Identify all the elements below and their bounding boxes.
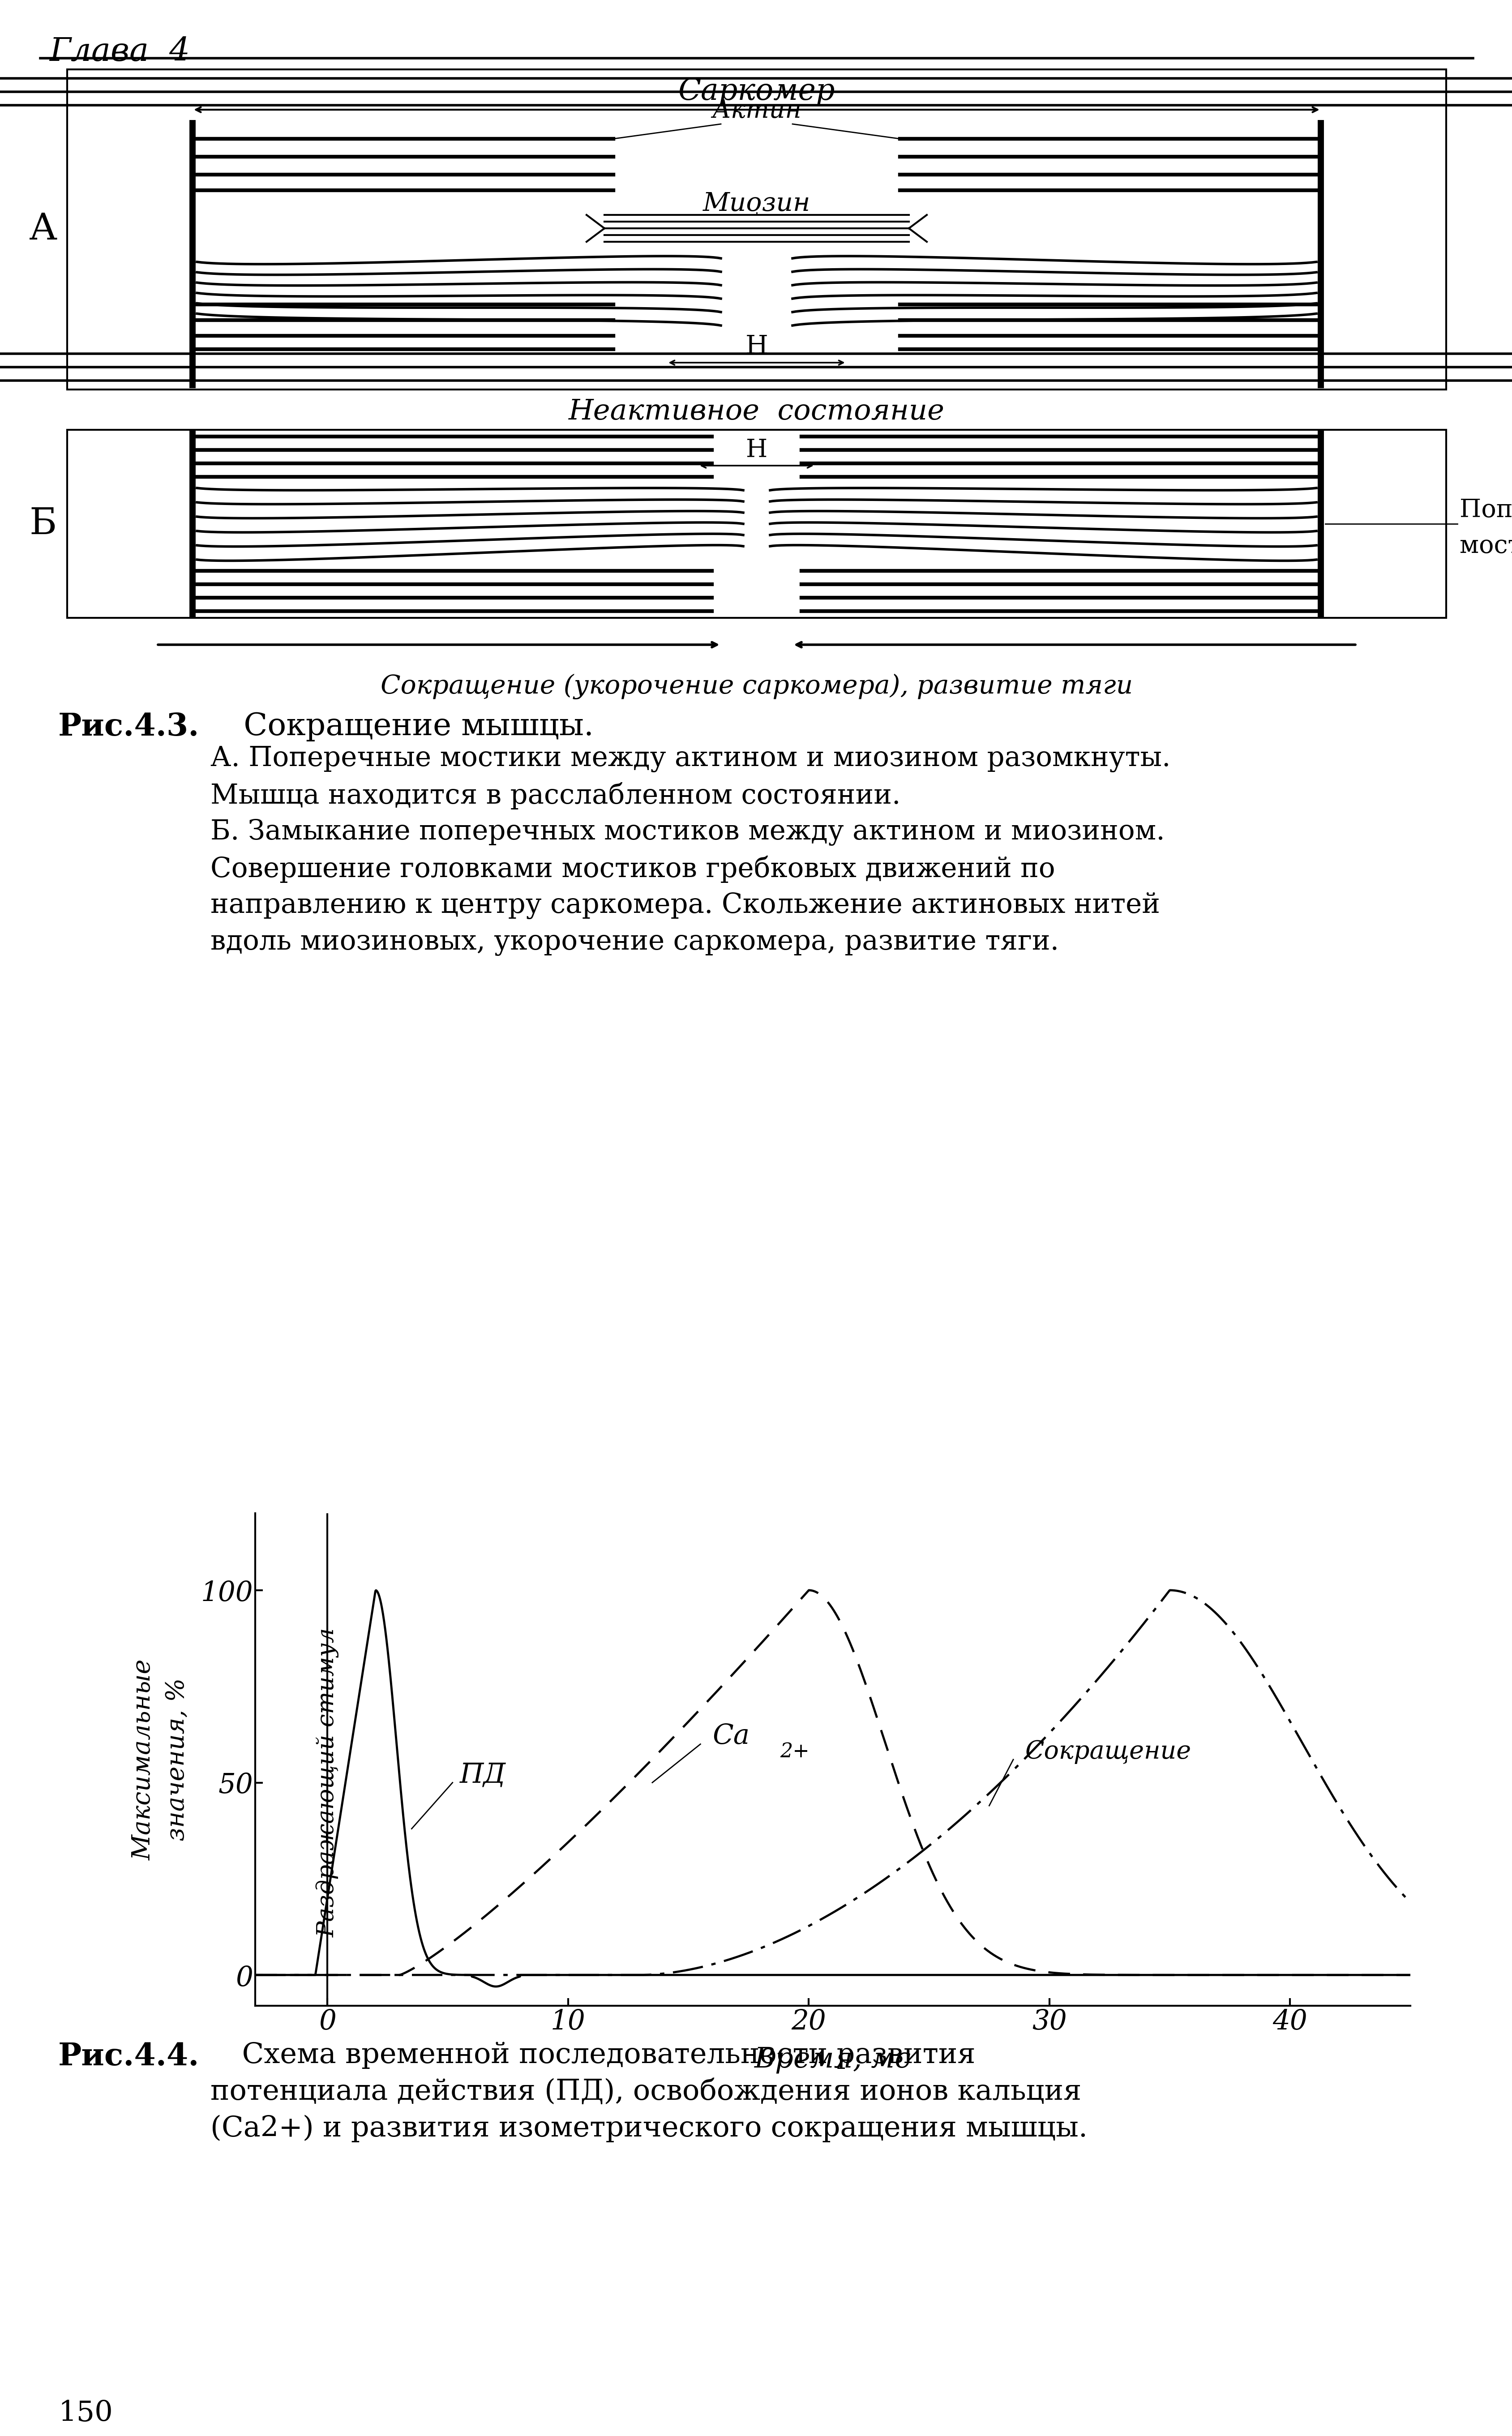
Text: А: А bbox=[29, 212, 57, 246]
Text: ПД: ПД bbox=[460, 1761, 507, 1788]
Text: Раздражающий стимул: Раздражающий стимул bbox=[316, 1627, 339, 1937]
Bar bbox=[67, 429, 1445, 619]
Text: 150: 150 bbox=[57, 2399, 113, 2426]
Y-axis label: Максимальные
значения, %: Максимальные значения, % bbox=[132, 1659, 189, 1861]
Text: вдоль миозиновых, укорочение саркомера, развитие тяги.: вдоль миозиновых, укорочение саркомера, … bbox=[210, 928, 1058, 955]
Text: Б: Б bbox=[29, 507, 56, 541]
Text: Совершение головками мостиков гребковых движений по: Совершение головками мостиков гребковых … bbox=[210, 855, 1055, 882]
X-axis label: Время, мс: Время, мс bbox=[754, 2046, 912, 2073]
Text: Саркомер: Саркомер bbox=[679, 78, 835, 107]
Text: Б. Замыкание поперечных мостиков между актином и миозином.: Б. Замыкание поперечных мостиков между а… bbox=[210, 818, 1164, 845]
Text: направлению к центру саркомера. Скольжение актиновых нитей: направлению к центру саркомера. Скольжен… bbox=[210, 892, 1160, 918]
Text: мостики: мостики bbox=[1459, 533, 1512, 558]
Text: Мышца находится в расслабленном состоянии.: Мышца находится в расслабленном состояни… bbox=[210, 782, 901, 809]
Text: Глава  4: Глава 4 bbox=[50, 37, 191, 68]
Text: А. Поперечные мостики между актином и миозином разомкнуты.: А. Поперечные мостики между актином и ми… bbox=[210, 745, 1170, 772]
Text: H: H bbox=[745, 334, 768, 358]
Text: Сокращение: Сокращение bbox=[1025, 1739, 1191, 1764]
Text: потенциала действия (ПД), освобождения ионов кальция: потенциала действия (ПД), освобождения и… bbox=[210, 2078, 1081, 2105]
Text: Схема временной последовательности развития: Схема временной последовательности разви… bbox=[224, 2041, 975, 2068]
Text: Неактивное  состояние: Неактивное состояние bbox=[569, 397, 945, 426]
Text: H: H bbox=[745, 438, 768, 463]
Text: Миозин: Миозин bbox=[703, 190, 810, 217]
Text: Рис.4.4.: Рис.4.4. bbox=[57, 2041, 200, 2071]
Text: Актин: Актин bbox=[712, 97, 801, 124]
Text: 2+: 2+ bbox=[780, 1742, 809, 1761]
Text: Поперечные: Поперечные bbox=[1459, 497, 1512, 524]
Text: Са: Са bbox=[712, 1722, 750, 1749]
Bar bbox=[67, 68, 1445, 390]
Text: Сокращение (укорочение саркомера), развитие тяги: Сокращение (укорочение саркомера), разви… bbox=[381, 675, 1132, 699]
Text: Рис.4.3.: Рис.4.3. bbox=[57, 711, 200, 743]
Text: (Са2+) и развития изометрического сокращения мышцы.: (Са2+) и развития изометрического сокращ… bbox=[210, 2114, 1087, 2144]
Text: Сокращение мышцы.: Сокращение мышцы. bbox=[224, 711, 594, 741]
